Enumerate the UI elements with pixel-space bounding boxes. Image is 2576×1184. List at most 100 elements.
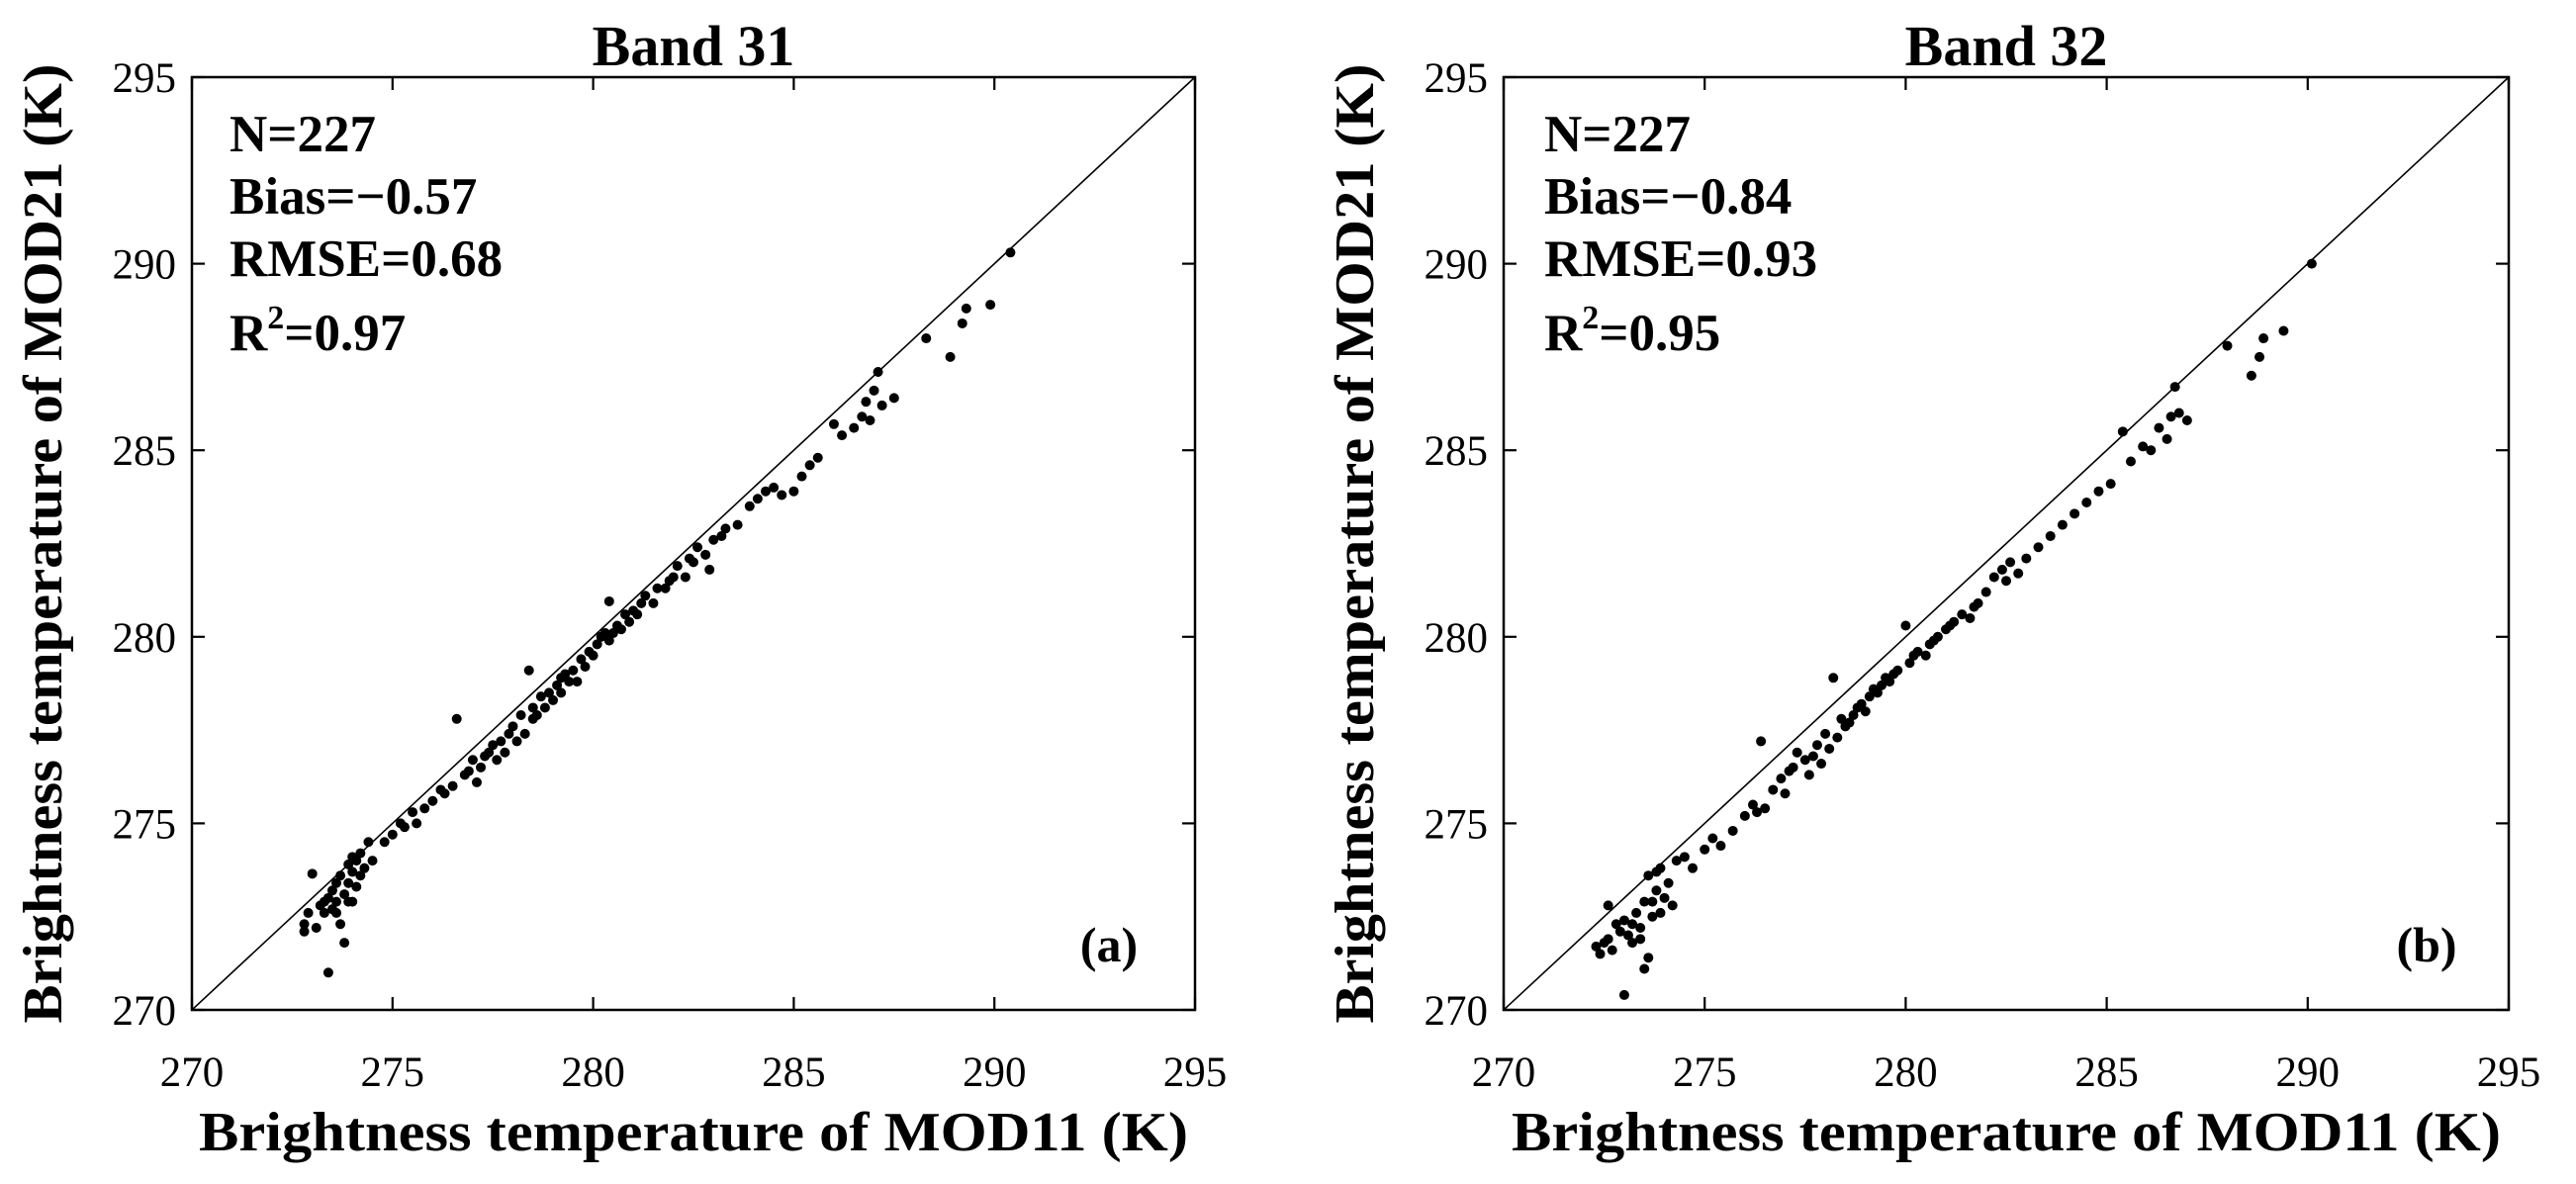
- data-point: [648, 597, 659, 608]
- data-point: [1715, 841, 1726, 852]
- data-point: [1655, 907, 1666, 918]
- y-tick-label: 270: [113, 988, 177, 1035]
- data-point: [319, 907, 329, 918]
- data-point: [615, 624, 626, 635]
- chart-panel-1: 270 275 280 285 290 295 270 275 280 285 290 295 Band…: [13, 14, 1227, 1163]
- y-tick-label: 285: [1425, 428, 1489, 475]
- data-point: [1614, 926, 1625, 937]
- data-point: [504, 728, 514, 739]
- data-point: [387, 829, 398, 840]
- data-point: [331, 896, 342, 907]
- data-point: [692, 542, 703, 553]
- data-point: [1965, 612, 1976, 623]
- data-point: [744, 501, 755, 511]
- data-point: [716, 530, 727, 541]
- data-point: [359, 863, 370, 873]
- data-point: [1667, 900, 1678, 911]
- data-point: [322, 967, 333, 978]
- data-point: [556, 687, 567, 698]
- data-point: [427, 795, 438, 806]
- data-point: [331, 907, 342, 918]
- x-tick-label: 270: [1472, 1049, 1536, 1096]
- axes-frame: [190, 75, 1197, 1012]
- stat-r2-base: R: [230, 305, 268, 362]
- data-point: [1900, 620, 1911, 631]
- stat-r2: R2=0.97: [230, 300, 406, 362]
- data-point: [2057, 519, 2068, 530]
- data-point: [515, 710, 526, 721]
- data-point: [2278, 325, 2289, 336]
- data-point: [2105, 479, 2116, 490]
- y-tick-label: 280: [113, 615, 177, 662]
- x-axis-label: Brightness temperature of MOD11 (K): [1512, 1102, 2501, 1163]
- data-point: [1864, 691, 1875, 702]
- data-point: [564, 677, 575, 687]
- data-point: [1643, 953, 1654, 963]
- data-point: [1904, 658, 1915, 669]
- data-point: [1788, 762, 1798, 773]
- data-point: [1836, 713, 1847, 724]
- data-point: [607, 628, 618, 639]
- data-point: [2001, 576, 2011, 587]
- data-point: [620, 609, 631, 620]
- data-point: [2181, 415, 2192, 426]
- data-point: [1622, 930, 1633, 941]
- data-point: [603, 635, 614, 646]
- chart-title: Band 31: [593, 14, 795, 78]
- data-point: [2146, 445, 2157, 456]
- data-point: [2138, 441, 2149, 452]
- y-tick-label: 290: [113, 242, 177, 289]
- data-point: [576, 654, 587, 665]
- data-point: [592, 639, 602, 650]
- stat-r2-value: =0.97: [284, 305, 406, 362]
- data-point: [1727, 825, 1738, 836]
- data-point: [552, 680, 563, 690]
- data-point: [1627, 938, 1638, 949]
- data-point: [2070, 508, 2080, 519]
- data-point: [680, 572, 690, 583]
- stat-bias: Bias=−0.57: [230, 168, 477, 226]
- stat-r2: R2=0.95: [1544, 300, 1720, 362]
- data-point: [1671, 856, 1682, 866]
- data-point: [1988, 572, 1999, 583]
- data-point: [488, 740, 499, 751]
- data-point: [1832, 732, 1843, 743]
- data-point: [1591, 941, 1602, 952]
- data-point: [957, 318, 967, 328]
- data-point: [351, 856, 362, 866]
- data-point: [1679, 852, 1690, 863]
- data-point: [1776, 774, 1787, 784]
- x-tick-label: 275: [1673, 1049, 1737, 1096]
- data-point: [1647, 911, 1658, 922]
- data-point: [1603, 900, 1613, 911]
- data-point: [2117, 426, 2128, 437]
- data-point: [1912, 646, 1923, 657]
- data-point: [1820, 728, 1831, 739]
- data-point: [796, 471, 807, 482]
- stat-n: N=227: [1544, 106, 1691, 163]
- data-point: [1803, 770, 1814, 780]
- data-point: [1663, 877, 1674, 888]
- data-point: [399, 822, 410, 833]
- data-point: [1973, 597, 1983, 608]
- y-tick-label: 270: [1425, 988, 1489, 1035]
- data-point: [1760, 803, 1771, 814]
- data-point: [1892, 665, 1903, 676]
- data-point: [548, 694, 559, 705]
- data-point: [1844, 717, 1855, 728]
- data-point: [299, 926, 310, 937]
- stat-r2-value: =0.95: [1599, 305, 1720, 362]
- data-point: [888, 393, 899, 404]
- data-point: [828, 418, 839, 429]
- data-point: [523, 665, 534, 676]
- data-point: [527, 702, 538, 713]
- data-point: [1932, 631, 1943, 642]
- data-point: [1607, 945, 1617, 956]
- data-point: [1610, 919, 1621, 930]
- data-point: [519, 728, 530, 739]
- x-tick-label: 280: [1874, 1049, 1938, 1096]
- data-point: [2162, 433, 2172, 444]
- data-point: [1643, 870, 1654, 881]
- data-point: [343, 896, 354, 907]
- data-point: [1792, 747, 1802, 758]
